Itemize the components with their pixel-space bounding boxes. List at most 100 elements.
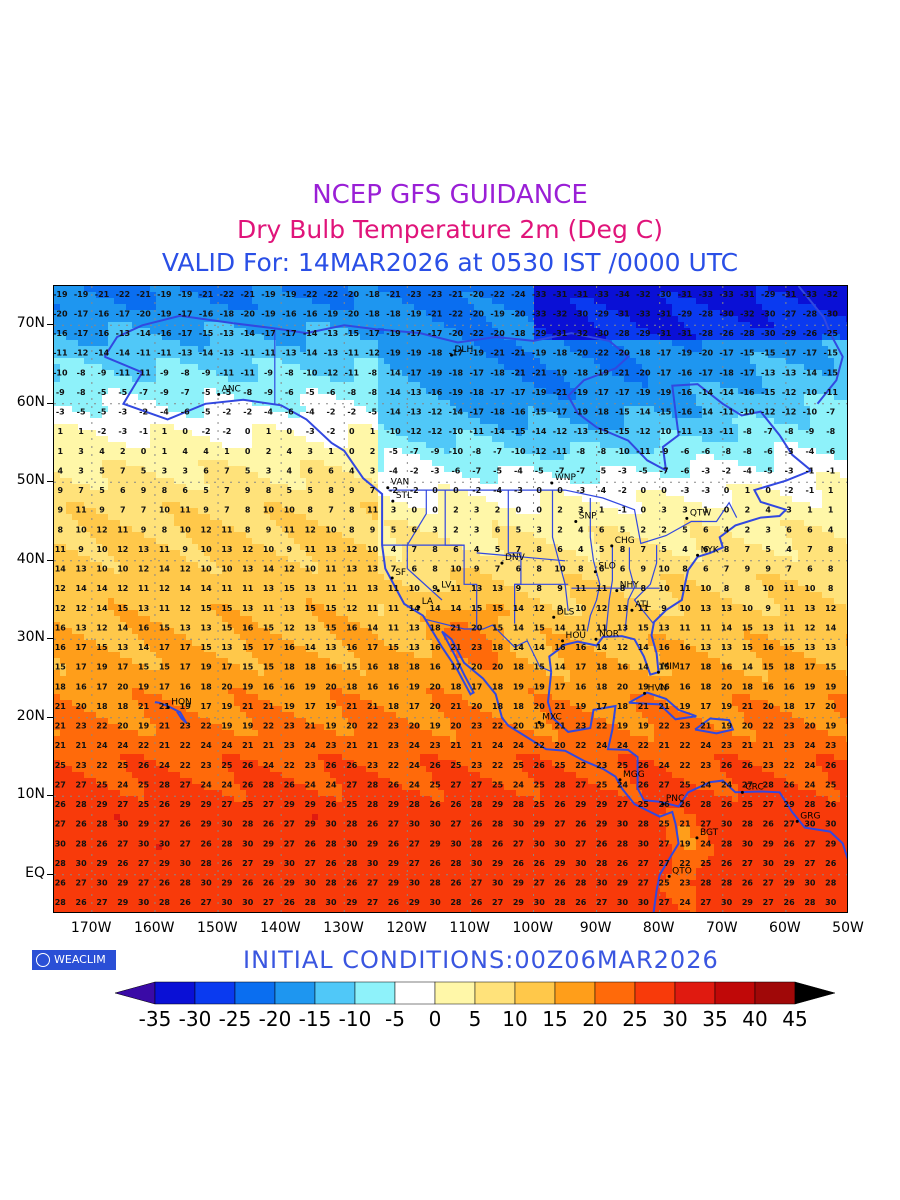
grid-value: 27 bbox=[76, 879, 87, 888]
grid-value: 24 bbox=[96, 741, 108, 750]
grid-value: 18 bbox=[346, 682, 358, 691]
legend-tick-label: -30 bbox=[178, 1007, 212, 1031]
grid-value: 25 bbox=[825, 781, 837, 790]
grid-value: 26 bbox=[430, 859, 442, 868]
grid-value: 8 bbox=[536, 545, 542, 554]
grid-value: 27 bbox=[534, 879, 545, 888]
grid-value: 15 bbox=[221, 624, 233, 633]
grid-value: -15 bbox=[657, 408, 672, 417]
station-label: DLH bbox=[455, 345, 474, 355]
grid-value: 28 bbox=[700, 879, 712, 888]
grid-value: 27 bbox=[221, 800, 232, 809]
grid-value: 8 bbox=[536, 565, 542, 574]
grid-value: 11 bbox=[159, 545, 171, 554]
grid-value: 21 bbox=[159, 741, 171, 750]
grid-value: 15 bbox=[55, 663, 67, 672]
grid-value: 1 bbox=[370, 427, 376, 436]
grid-value: -17 bbox=[469, 408, 483, 417]
grid-value: -19 bbox=[282, 290, 297, 299]
station-marker bbox=[696, 553, 700, 557]
grid-value: 19 bbox=[721, 702, 733, 711]
grid-value: 26 bbox=[430, 761, 442, 770]
grid-value: 10 bbox=[742, 604, 754, 613]
grid-value: 20 bbox=[76, 702, 88, 711]
grid-value: -5 bbox=[98, 408, 107, 417]
grid-value: 29 bbox=[159, 859, 171, 868]
grid-value: -19 bbox=[469, 349, 484, 358]
grid-value: -8 bbox=[722, 447, 731, 456]
grid-value: -7 bbox=[660, 467, 669, 476]
grid-value: 22 bbox=[284, 761, 295, 770]
grid-value: 26 bbox=[638, 781, 650, 790]
grid-value: 8 bbox=[245, 525, 251, 534]
grid-value: -31 bbox=[678, 329, 693, 338]
grid-value: 25 bbox=[55, 761, 67, 770]
grid-value: -13 bbox=[178, 349, 192, 358]
grid-value: -3 bbox=[306, 427, 315, 436]
grid-value: 8 bbox=[349, 506, 355, 515]
grid-value: 17 bbox=[201, 702, 212, 711]
chart-title: NCEP GFS GUIDANCE bbox=[312, 180, 588, 210]
grid-value: 21 bbox=[700, 722, 712, 731]
grid-value: 28 bbox=[596, 859, 608, 868]
grid-value: 15 bbox=[534, 624, 546, 633]
grid-value: 29 bbox=[284, 879, 296, 888]
grid-value: 29 bbox=[596, 820, 608, 829]
grid-value: 12 bbox=[825, 604, 836, 613]
grid-value: 26 bbox=[76, 898, 88, 907]
lat-tick-label: 60N bbox=[16, 393, 45, 410]
grid-value: -12 bbox=[428, 408, 442, 417]
grid-value: 11 bbox=[346, 584, 358, 593]
grid-value: 17 bbox=[804, 663, 815, 672]
grid-value: 14 bbox=[55, 565, 67, 574]
grid-value: 30 bbox=[430, 898, 442, 907]
grid-value: 13 bbox=[138, 545, 149, 554]
grid-value: 12 bbox=[804, 624, 815, 633]
grid-value: -11 bbox=[240, 368, 255, 377]
grid-value: -1 bbox=[618, 506, 627, 515]
grid-value: 6 bbox=[599, 565, 605, 574]
grid-value: -19 bbox=[657, 388, 672, 397]
grid-value: 0 bbox=[141, 447, 147, 456]
grid-value: -22 bbox=[469, 329, 483, 338]
grid-value: -17 bbox=[719, 349, 733, 358]
grid-value: 14 bbox=[138, 643, 150, 652]
grid-value: 13 bbox=[138, 604, 149, 613]
grid-value: 8 bbox=[432, 545, 438, 554]
grid-value: -9 bbox=[660, 447, 669, 456]
grid-value: 24 bbox=[305, 741, 317, 750]
grid-value: 9 bbox=[287, 545, 293, 554]
grid-value: 16 bbox=[346, 624, 358, 633]
station-marker bbox=[217, 392, 221, 396]
coastline bbox=[546, 672, 847, 861]
grid-value: -30 bbox=[761, 310, 776, 319]
grid-value: 27 bbox=[367, 898, 378, 907]
grid-value: 15 bbox=[325, 624, 337, 633]
grid-value: 21 bbox=[450, 702, 462, 711]
grid-value: 11 bbox=[388, 584, 400, 593]
grid-value: -11 bbox=[240, 349, 255, 358]
grid-value: 11 bbox=[575, 584, 587, 593]
grid-value: 2 bbox=[120, 447, 126, 456]
grid-value: -20 bbox=[615, 349, 630, 358]
grid-value: -17 bbox=[511, 388, 525, 397]
legend-tick-label: -15 bbox=[298, 1007, 332, 1031]
grid-value: 15 bbox=[117, 604, 129, 613]
grid-value: 30 bbox=[55, 839, 67, 848]
grid-value: -10 bbox=[511, 447, 526, 456]
grid-value: 27 bbox=[804, 859, 815, 868]
grid-value: 24 bbox=[617, 741, 629, 750]
legend-swatch bbox=[394, 981, 436, 1005]
grid-value: 20 bbox=[804, 722, 816, 731]
grid-value: -20 bbox=[511, 310, 526, 319]
grid-value: -4 bbox=[306, 408, 315, 417]
grid-value: 24 bbox=[721, 781, 733, 790]
grid-value: -17 bbox=[699, 368, 713, 377]
legend-tick-label: -5 bbox=[385, 1007, 405, 1031]
grid-value: 17 bbox=[96, 682, 107, 691]
grid-value: -4 bbox=[805, 447, 814, 456]
grid-value: 18 bbox=[305, 663, 317, 672]
station-label: HOU bbox=[566, 631, 586, 641]
grid-value: -21 bbox=[553, 388, 568, 397]
political-border bbox=[476, 552, 566, 562]
